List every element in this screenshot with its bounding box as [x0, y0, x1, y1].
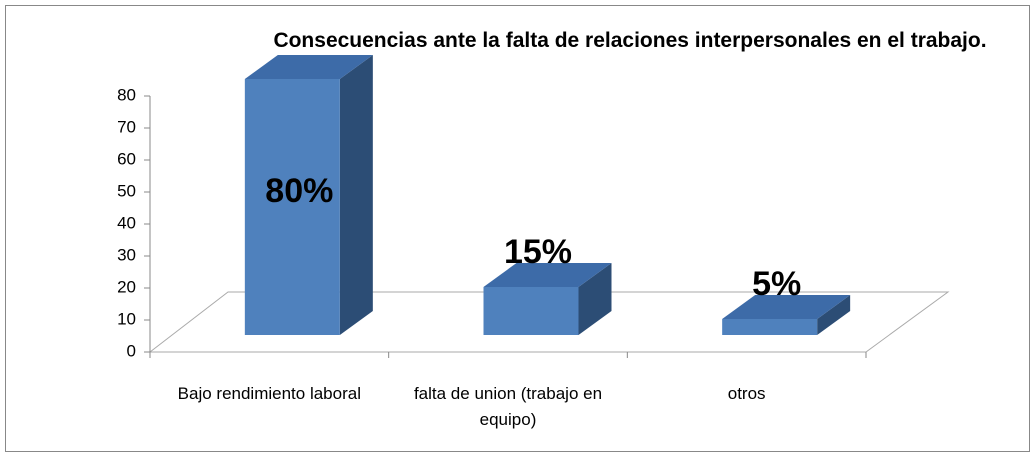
value-label: 5% — [752, 265, 801, 303]
chart-border — [5, 5, 1030, 452]
bar-top — [244, 55, 373, 79]
bar — [483, 287, 579, 335]
bar-top — [722, 295, 851, 319]
y-tick-label: 50 — [117, 181, 136, 200]
y-tick-label: 40 — [117, 213, 136, 232]
value-label: 15% — [504, 233, 572, 271]
y-tick-label: 0 — [127, 341, 136, 360]
y-tick-label: 10 — [117, 309, 136, 328]
bar-side — [817, 295, 851, 335]
y-tick-label: 80 — [117, 85, 136, 104]
bar-side — [339, 55, 373, 335]
chart-title: Consecuencias ante la falta de relacione… — [273, 29, 987, 52]
y-tick-label: 60 — [117, 149, 136, 168]
x-tick-label: otros — [727, 384, 766, 403]
y-tick-label: 20 — [117, 277, 136, 296]
y-tick-label: 30 — [117, 245, 136, 264]
x-tick-label: Bajo rendimiento laboral — [177, 384, 361, 403]
bar-top — [483, 263, 612, 287]
value-label: 80% — [265, 172, 333, 210]
bar — [722, 319, 818, 335]
bar — [244, 79, 340, 335]
y-tick-label: 70 — [117, 117, 136, 136]
x-tick-label: falta de union (trabajo en equipo) — [413, 384, 603, 429]
